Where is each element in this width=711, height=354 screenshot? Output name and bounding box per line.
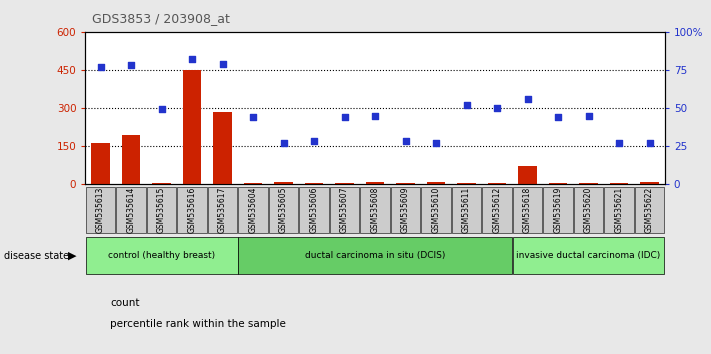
Point bbox=[583, 113, 594, 118]
Bar bbox=[85, 238, 237, 274]
Bar bbox=[122, 135, 140, 184]
Bar bbox=[549, 183, 567, 184]
Point bbox=[339, 114, 351, 120]
Bar bbox=[635, 187, 664, 233]
Bar bbox=[117, 187, 146, 233]
Bar bbox=[488, 183, 506, 184]
Point bbox=[125, 63, 137, 68]
Text: GSM535622: GSM535622 bbox=[645, 187, 654, 233]
Point bbox=[461, 102, 472, 108]
Text: GSM535607: GSM535607 bbox=[340, 187, 349, 233]
Bar bbox=[366, 182, 384, 184]
Text: ▶: ▶ bbox=[68, 251, 76, 261]
Text: GSM535609: GSM535609 bbox=[401, 187, 410, 233]
Text: GSM535615: GSM535615 bbox=[157, 187, 166, 233]
Text: GSM535612: GSM535612 bbox=[493, 187, 501, 233]
Text: GSM535611: GSM535611 bbox=[462, 187, 471, 233]
Bar bbox=[213, 112, 232, 184]
Text: control (healthy breast): control (healthy breast) bbox=[108, 251, 215, 260]
Bar bbox=[513, 238, 665, 274]
Bar bbox=[391, 187, 420, 233]
Text: percentile rank within the sample: percentile rank within the sample bbox=[110, 319, 286, 329]
Text: GSM535608: GSM535608 bbox=[370, 187, 380, 233]
Bar bbox=[152, 183, 171, 184]
Point bbox=[552, 114, 564, 120]
Bar bbox=[208, 187, 237, 233]
Bar bbox=[269, 187, 298, 233]
Bar bbox=[92, 143, 109, 184]
Bar bbox=[513, 187, 542, 233]
Bar bbox=[457, 183, 476, 184]
Bar bbox=[360, 187, 390, 233]
Text: GSM535605: GSM535605 bbox=[279, 187, 288, 233]
Text: GSM535620: GSM535620 bbox=[584, 187, 593, 233]
Point bbox=[156, 107, 167, 112]
Point bbox=[186, 56, 198, 62]
Bar bbox=[238, 238, 512, 274]
Bar bbox=[610, 183, 629, 184]
Text: GSM535621: GSM535621 bbox=[614, 187, 624, 233]
Point bbox=[247, 114, 259, 120]
Bar bbox=[543, 187, 572, 233]
Bar bbox=[579, 183, 598, 184]
Text: disease state: disease state bbox=[4, 251, 69, 261]
Text: count: count bbox=[110, 298, 139, 308]
Point bbox=[614, 140, 625, 146]
Bar bbox=[330, 187, 359, 233]
Point bbox=[95, 64, 106, 70]
Text: GSM535618: GSM535618 bbox=[523, 187, 532, 233]
Bar bbox=[147, 187, 176, 233]
Point bbox=[522, 96, 533, 102]
Point bbox=[309, 139, 320, 144]
Bar bbox=[641, 182, 658, 184]
Text: GSM535617: GSM535617 bbox=[218, 187, 227, 233]
Point bbox=[278, 140, 289, 146]
Point bbox=[491, 105, 503, 111]
Bar bbox=[178, 187, 207, 233]
Bar bbox=[305, 183, 324, 184]
Bar bbox=[427, 182, 445, 184]
Bar bbox=[244, 183, 262, 184]
Text: invasive ductal carcinoma (IDC): invasive ductal carcinoma (IDC) bbox=[516, 251, 661, 260]
Text: GSM535614: GSM535614 bbox=[127, 187, 136, 233]
Point bbox=[400, 139, 411, 144]
Text: GSM535604: GSM535604 bbox=[249, 187, 257, 233]
Text: GSM535610: GSM535610 bbox=[432, 187, 441, 233]
Bar bbox=[183, 70, 201, 184]
Bar bbox=[518, 166, 537, 184]
Bar bbox=[574, 187, 603, 233]
Bar bbox=[604, 187, 634, 233]
Bar bbox=[299, 187, 328, 233]
Point bbox=[430, 140, 442, 146]
Bar bbox=[86, 187, 115, 233]
Text: GSM535616: GSM535616 bbox=[188, 187, 196, 233]
Bar bbox=[238, 187, 268, 233]
Text: GSM535606: GSM535606 bbox=[309, 187, 319, 233]
Bar bbox=[274, 182, 293, 184]
Point bbox=[217, 61, 228, 67]
Bar bbox=[397, 183, 415, 184]
Point bbox=[644, 140, 656, 146]
Bar bbox=[422, 187, 451, 233]
Text: GSM535613: GSM535613 bbox=[96, 187, 105, 233]
Text: GSM535619: GSM535619 bbox=[554, 187, 562, 233]
Bar bbox=[336, 183, 353, 184]
Text: ductal carcinoma in situ (DCIS): ductal carcinoma in situ (DCIS) bbox=[305, 251, 445, 260]
Bar bbox=[482, 187, 512, 233]
Text: GDS3853 / 203908_at: GDS3853 / 203908_at bbox=[92, 12, 230, 25]
Point bbox=[370, 113, 381, 118]
Bar bbox=[452, 187, 481, 233]
